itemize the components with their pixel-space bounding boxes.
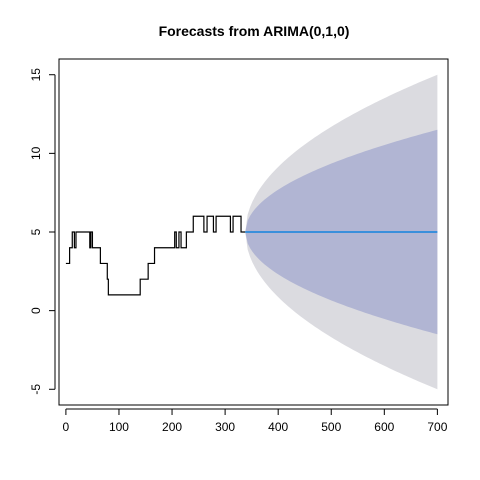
x-tick-label: 600 <box>374 420 394 434</box>
y-tick-label: 5 <box>29 228 43 235</box>
y-tick-label: 0 <box>29 307 43 314</box>
x-tick-label: 0 <box>63 420 70 434</box>
chart-title: Forecasts from ARIMA(0,1,0) <box>159 23 350 39</box>
observed-series-line <box>65 215 246 296</box>
x-tick-label: 400 <box>268 420 288 434</box>
x-tick-label: 100 <box>109 420 129 434</box>
series-group <box>65 215 438 296</box>
y-tick-label: 15 <box>29 68 43 82</box>
x-tick-label: 300 <box>215 420 235 434</box>
x-tick-label: 500 <box>321 420 341 434</box>
y-tick-label: -5 <box>29 384 43 395</box>
y-axis: -5 0 5 10 15 <box>29 68 56 395</box>
x-tick-label: 200 <box>162 420 182 434</box>
y-tick-label: 10 <box>29 146 43 160</box>
x-tick-label: 700 <box>427 420 447 434</box>
plot-frame <box>58 58 449 406</box>
x-axis: 0 100 200 300 400 500 600 700 <box>63 408 448 434</box>
